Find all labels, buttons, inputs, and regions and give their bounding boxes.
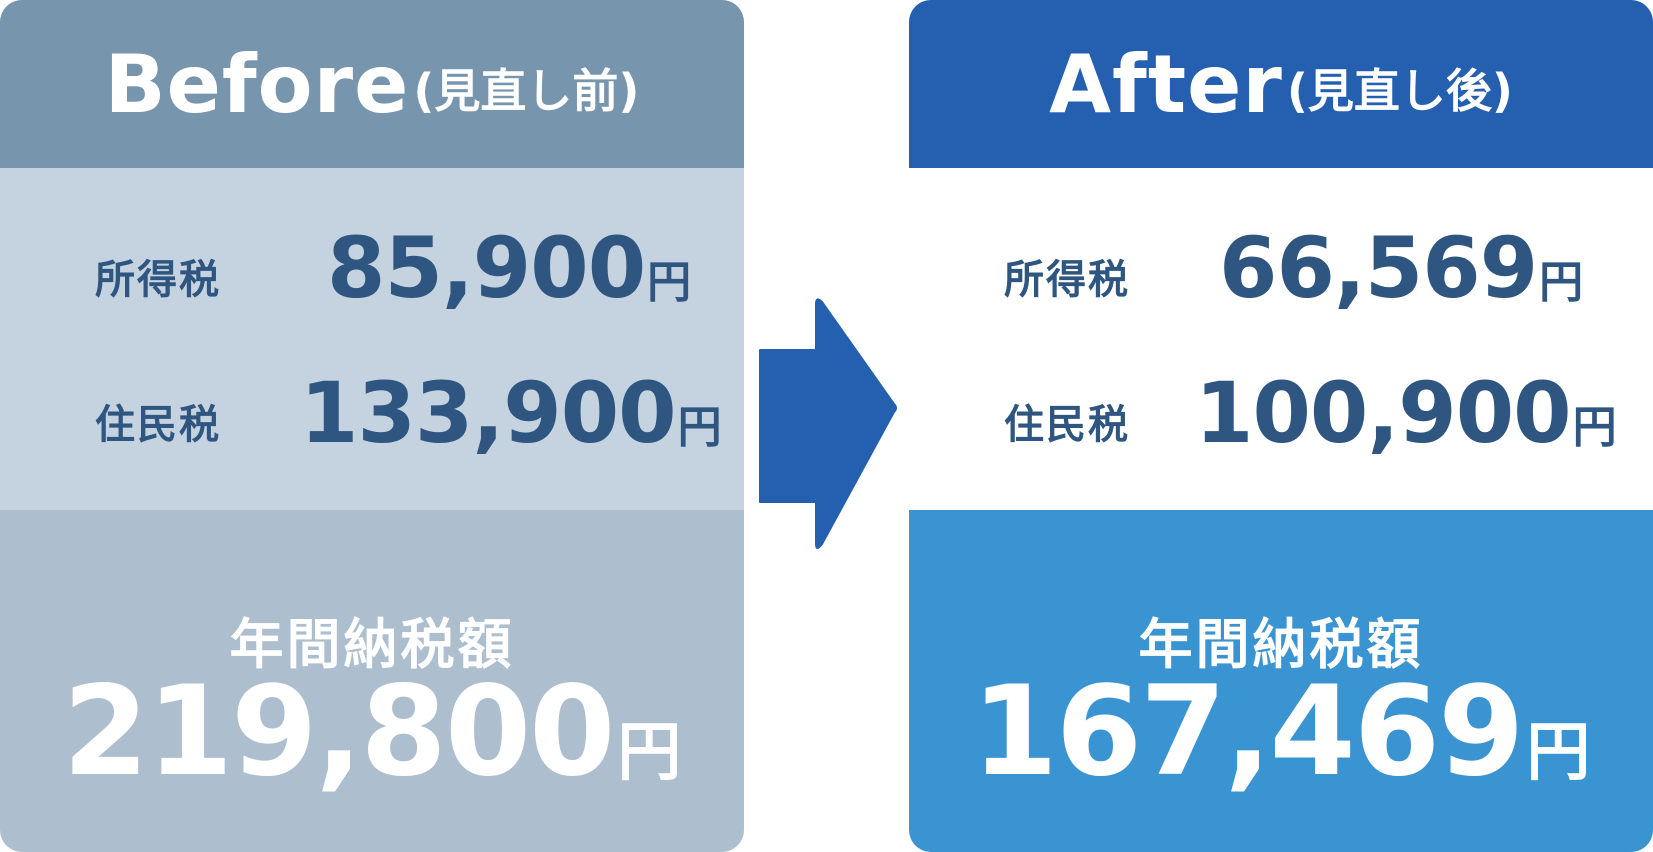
yen-unit: 円 bbox=[677, 402, 722, 453]
resident-tax-value: 133,900 bbox=[300, 364, 677, 462]
yen-unit: 円 bbox=[1572, 402, 1617, 453]
income-tax-label: 所得税 bbox=[1004, 257, 1130, 303]
yen-unit: 円 bbox=[647, 257, 692, 308]
after-income-tax-row: 所得税 66,569円 bbox=[909, 219, 1653, 323]
resident-tax-amount: 133,900円 bbox=[300, 364, 722, 462]
before-breakdown: 所得税 85,900円 住民税 133,900円 bbox=[0, 168, 744, 510]
after-breakdown: 所得税 66,569円 住民税 100,900円 bbox=[909, 168, 1653, 510]
income-tax-label: 所得税 bbox=[95, 257, 221, 303]
annual-tax-amount: 167,469円 bbox=[909, 660, 1653, 804]
before-title: Before bbox=[104, 37, 410, 131]
annual-tax-label: 年間納税額 bbox=[229, 613, 515, 676]
resident-tax-label: 住民税 bbox=[95, 402, 221, 448]
yen-unit: 円 bbox=[617, 716, 682, 790]
before-resident-tax-row: 住民税 133,900円 bbox=[0, 364, 744, 468]
income-tax-value: 66,569 bbox=[1219, 219, 1538, 317]
before-card: Before (見直し前) 所得税 85,900円 住民税 133,900円 年… bbox=[0, 0, 744, 852]
before-header: Before (見直し前) bbox=[0, 0, 744, 168]
income-tax-amount: 66,569円 bbox=[1219, 219, 1583, 317]
resident-tax-label: 住民税 bbox=[1004, 402, 1130, 448]
after-header: After (見直し後) bbox=[909, 0, 1653, 168]
before-subtitle: (見直し前) bbox=[413, 64, 640, 118]
yen-unit: 円 bbox=[1539, 257, 1584, 308]
after-resident-tax-row: 住民税 100,900円 bbox=[909, 364, 1653, 468]
after-card: After (見直し後) 所得税 66,569円 住民税 100,900円 年間… bbox=[909, 0, 1653, 852]
after-title: After bbox=[1049, 37, 1283, 131]
resident-tax-value: 100,900 bbox=[1195, 364, 1572, 462]
yen-unit: 円 bbox=[1526, 716, 1591, 790]
right-arrow-icon bbox=[759, 298, 897, 549]
annual-tax-amount: 219,800円 bbox=[0, 660, 744, 804]
annual-tax-label: 年間納税額 bbox=[1138, 613, 1424, 676]
before-total: 年間納税額 219,800円 bbox=[0, 510, 744, 852]
income-tax-value: 85,900 bbox=[327, 219, 646, 317]
annual-tax-value: 167,469 bbox=[971, 660, 1525, 804]
resident-tax-amount: 100,900円 bbox=[1195, 364, 1617, 462]
annual-tax-value: 219,800 bbox=[62, 660, 616, 804]
income-tax-amount: 85,900円 bbox=[327, 219, 691, 317]
before-income-tax-row: 所得税 85,900円 bbox=[0, 219, 744, 323]
after-subtitle: (見直し後) bbox=[1286, 64, 1513, 118]
after-total: 年間納税額 167,469円 bbox=[909, 510, 1653, 852]
